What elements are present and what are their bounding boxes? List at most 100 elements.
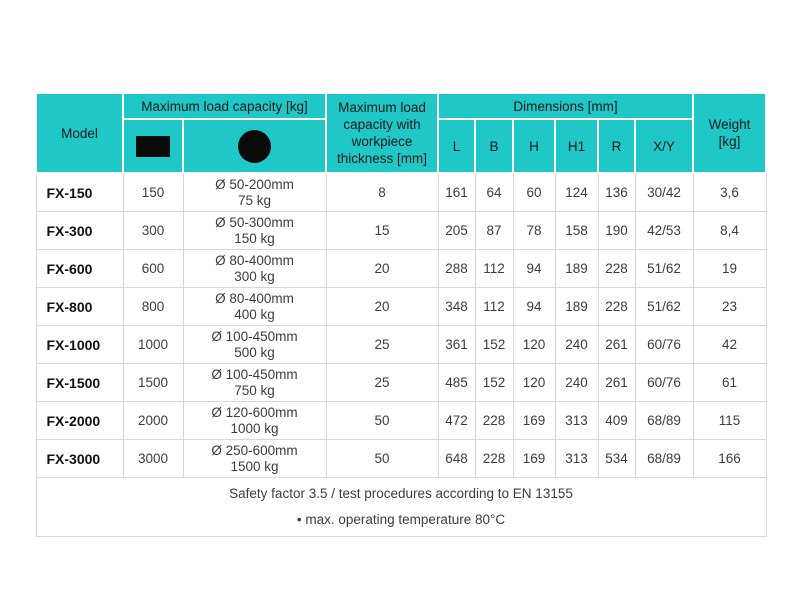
dim-r-cell: 136 — [597, 172, 636, 212]
header-dim-r: R — [597, 118, 636, 174]
header-model: Model — [35, 92, 124, 174]
flat-load-cell: 600 — [122, 249, 184, 288]
dim-h-cell: 120 — [512, 325, 556, 364]
footer-row: Safety factor 3.5 / test procedures acco… — [35, 477, 767, 537]
thickness-cell: 20 — [325, 287, 439, 326]
dim-h1-cell: 240 — [554, 325, 599, 364]
model-cell: FX-150 — [35, 172, 124, 212]
model-cell: FX-1500 — [35, 363, 124, 402]
header-max-load: Maximum load capacity [kg] — [122, 92, 327, 120]
weight-cell: 3,6 — [692, 172, 767, 212]
dim-l-cell: 648 — [437, 439, 476, 478]
thickness-cell: 25 — [325, 325, 439, 364]
round-load-range: Ø 250-600mm — [211, 442, 298, 458]
round-load-range: Ø 50-300mm — [215, 214, 294, 230]
table-row: FX-600 600 Ø 80-400mm 300 kg 20 288 112 … — [35, 249, 767, 288]
dim-xy-cell: 68/89 — [634, 401, 694, 440]
model-cell: FX-300 — [35, 211, 124, 250]
round-load-range: Ø 120-600mm — [211, 404, 298, 420]
round-load-range: Ø 50-200mm — [215, 176, 294, 192]
round-load-range: Ø 100-450mm — [211, 366, 298, 382]
dim-h-cell: 169 — [512, 401, 556, 440]
header-row-subcols: L B H H1 R X/Y — [36, 118, 766, 174]
header-weight: Weight [kg] — [692, 92, 768, 174]
dim-b-cell: 87 — [474, 211, 514, 250]
round-load-cell: Ø 250-600mm 1500 kg — [182, 439, 327, 478]
dim-l-cell: 485 — [437, 363, 476, 402]
thickness-cell: 50 — [325, 401, 439, 440]
round-load-value: 400 kg — [234, 306, 275, 322]
header-dim-l: L — [437, 118, 476, 174]
table-row: FX-2000 2000 Ø 120-600mm 1000 kg 50 472 … — [35, 401, 767, 440]
dim-h-cell: 78 — [512, 211, 556, 250]
dim-h-cell: 94 — [512, 249, 556, 288]
round-workpiece-icon — [238, 129, 271, 163]
round-load-value: 300 kg — [234, 268, 275, 284]
dim-xy-cell: 51/62 — [634, 249, 694, 288]
round-load-cell: Ø 80-400mm 400 kg — [182, 287, 327, 326]
table-header: Model Maximum load capacity [kg] Maximum… — [35, 92, 768, 174]
flat-load-cell: 1500 — [122, 363, 184, 402]
dim-h-cell: 94 — [512, 287, 556, 326]
table-row: FX-1500 1500 Ø 100-450mm 750 kg 25 485 1… — [35, 363, 767, 402]
flat-load-cell: 1000 — [122, 325, 184, 364]
dim-r-cell: 534 — [597, 439, 636, 478]
dim-h1-cell: 313 — [554, 439, 599, 478]
round-load-range: Ø 80-400mm — [215, 252, 294, 268]
dim-r-cell: 228 — [597, 287, 636, 326]
flat-load-cell: 800 — [122, 287, 184, 326]
flat-workpiece-icon — [136, 135, 170, 157]
header-max-load-workpiece: Maximum load capacity with workpiece thi… — [325, 92, 439, 174]
dim-xy-cell: 30/42 — [634, 172, 694, 212]
dim-b-cell: 64 — [474, 172, 514, 212]
thickness-cell: 25 — [325, 363, 439, 402]
dim-xy-cell: 51/62 — [634, 287, 694, 326]
header-dimensions: Dimensions [mm] — [436, 92, 695, 120]
flat-load-cell: 300 — [122, 211, 184, 250]
model-cell: FX-1000 — [35, 325, 124, 364]
flat-load-cell: 2000 — [122, 401, 184, 440]
table-footer-section: Safety factor 3.5 / test procedures acco… — [35, 477, 767, 537]
dim-b-cell: 152 — [474, 363, 514, 402]
round-load-value: 500 kg — [234, 344, 275, 360]
model-cell: FX-600 — [35, 249, 124, 288]
dim-h-cell: 169 — [512, 439, 556, 478]
table-footer: Safety factor 3.5 / test procedures acco… — [35, 477, 767, 537]
thickness-cell: 15 — [325, 211, 439, 250]
table-row: FX-300 300 Ø 50-300mm 150 kg 15 205 87 7… — [35, 211, 767, 250]
round-load-value: 75 kg — [237, 192, 272, 208]
header-round-load — [182, 118, 327, 174]
dim-h1-cell: 313 — [554, 401, 599, 440]
header-dim-b: B — [474, 118, 514, 174]
dim-l-cell: 205 — [437, 211, 476, 250]
dim-h1-cell: 189 — [554, 249, 599, 288]
model-cell: FX-3000 — [35, 439, 124, 478]
table-row: FX-3000 3000 Ø 250-600mm 1500 kg 50 648 … — [35, 439, 767, 478]
flat-load-cell: 150 — [122, 172, 184, 212]
weight-cell: 115 — [692, 401, 767, 440]
dim-l-cell: 361 — [437, 325, 476, 364]
round-load-value: 750 kg — [234, 382, 275, 398]
dim-xy-cell: 60/76 — [634, 325, 694, 364]
dim-b-cell: 228 — [474, 401, 514, 440]
weight-cell: 61 — [692, 363, 767, 402]
dim-b-cell: 228 — [474, 439, 514, 478]
round-load-cell: Ø 100-450mm 750 kg — [182, 363, 327, 402]
dim-r-cell: 261 — [597, 325, 636, 364]
dim-h1-cell: 240 — [554, 363, 599, 402]
dim-h1-cell: 189 — [554, 287, 599, 326]
dim-r-cell: 190 — [597, 211, 636, 250]
flat-load-cell: 3000 — [122, 439, 184, 478]
table-row: FX-800 800 Ø 80-400mm 400 kg 20 348 112 … — [35, 287, 767, 326]
model-cell: FX-800 — [35, 287, 124, 326]
dim-l-cell: 161 — [437, 172, 476, 212]
dim-r-cell: 409 — [597, 401, 636, 440]
header-row-groups: Model Maximum load capacity [kg] Maximum… — [35, 92, 768, 174]
dim-xy-cell: 42/53 — [634, 211, 694, 250]
dim-r-cell: 261 — [597, 363, 636, 402]
weight-cell: 19 — [692, 249, 767, 288]
table-row: FX-150 150 Ø 50-200mm 75 kg 8 161 64 60 … — [35, 172, 767, 212]
round-load-cell: Ø 100-450mm 500 kg — [182, 325, 327, 364]
round-load-value: 1500 kg — [230, 458, 279, 474]
weight-cell: 42 — [692, 325, 767, 364]
